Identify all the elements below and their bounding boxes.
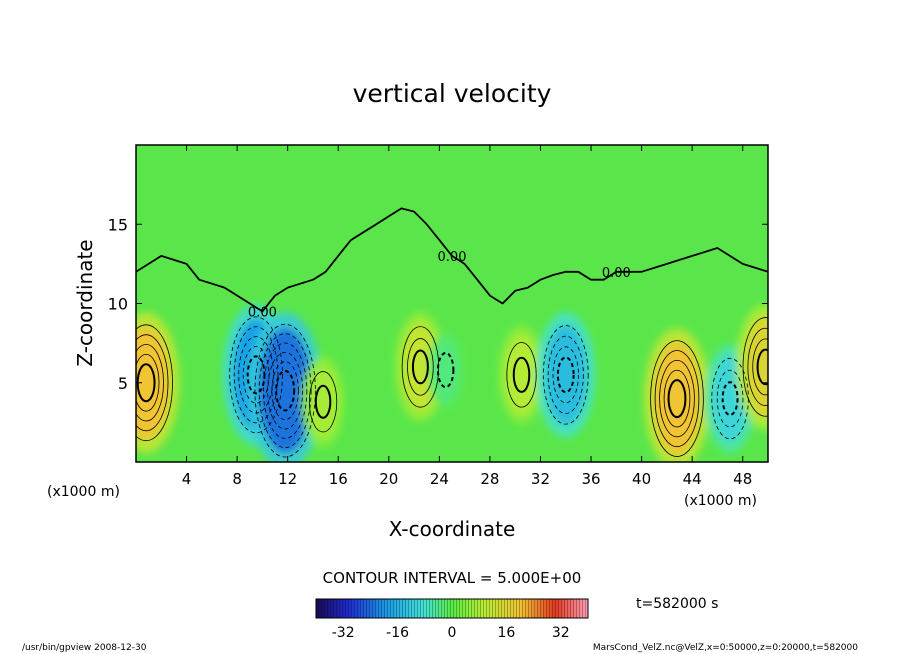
contour-ring — [275, 369, 296, 412]
y-ticks: 5 10 15 — [108, 215, 768, 393]
x-tick-label: 48 — [733, 470, 752, 488]
contour-ring — [752, 338, 768, 396]
extremum-core — [544, 324, 587, 425]
colorbar-tick-label: 32 — [552, 625, 570, 641]
contour-ring — [716, 369, 744, 428]
x-tick-label: 32 — [531, 470, 550, 488]
contour-ring — [512, 356, 531, 393]
contour-ring — [552, 346, 579, 404]
contour-ring — [547, 335, 584, 414]
x-axis-label: X-coordinate — [389, 517, 516, 541]
x-unit-right: (x1000 m) — [684, 493, 757, 509]
contour-ring — [308, 371, 338, 433]
x-tick-label: 28 — [480, 470, 499, 488]
contour-ring — [263, 342, 308, 439]
contour-ring — [254, 323, 316, 458]
time-label: t=582000 s — [636, 596, 718, 612]
contour-ring — [747, 327, 768, 406]
colorbar-tick-label: 16 — [497, 625, 515, 641]
y-tick-label: 15 — [108, 215, 128, 234]
contour-ring — [556, 356, 575, 394]
extremum-core — [136, 326, 170, 440]
contour-ring — [436, 351, 455, 389]
contour-ring — [411, 349, 429, 385]
extremum-core — [504, 335, 539, 415]
colorbar-tick-label: -16 — [386, 625, 409, 641]
contour-ring — [667, 379, 687, 419]
contour-ring — [506, 342, 537, 408]
contour-ring — [650, 340, 704, 457]
colorbar-ticks: -32 -16 0 16 32 — [332, 625, 570, 641]
contour-ring — [233, 326, 279, 424]
x-tick-label: 40 — [632, 470, 651, 488]
contour-value-label: 0.00 — [248, 305, 277, 320]
plot-area: 0.00 0.00 0.00 — [136, 145, 768, 462]
x-tick-label: 16 — [329, 470, 348, 488]
contour-ring — [654, 350, 700, 448]
colorbar: -32 -16 0 16 32 — [315, 598, 589, 641]
contour-ring — [267, 351, 304, 430]
contour-ring — [238, 336, 274, 414]
contour-zero-line — [136, 207, 768, 313]
contour-value-label: 0.00 — [602, 266, 631, 281]
colorbar-tick-label: 0 — [448, 625, 457, 641]
x-unit-left: (x1000 m) — [47, 484, 120, 500]
contour-ring — [721, 381, 739, 417]
contour-interval-label: CONTOUR INTERVAL = 5.000E+00 — [323, 569, 582, 587]
chart-title: vertical velocity — [353, 79, 552, 108]
contour-value-label: 0.00 — [438, 250, 467, 265]
contour-ring — [407, 338, 434, 396]
contour-ring — [663, 369, 691, 428]
contour-lines: 0.00 0.00 0.00 — [136, 207, 768, 458]
contour-ring — [271, 361, 299, 421]
y-tick-label: 10 — [108, 295, 128, 314]
extremum-core — [307, 364, 339, 439]
x-tick-label: 36 — [581, 470, 600, 488]
x-tick-label: 8 — [232, 470, 242, 488]
contour-ring — [742, 317, 768, 417]
footer-left: /usr/bin/gpview 2008-12-30 — [22, 643, 147, 653]
footer-right: MarsCond_VelZ.nc@VelZ,x=0:50000,z=0:2000… — [593, 643, 858, 653]
contour-ring — [314, 384, 332, 419]
contour-ring — [659, 359, 695, 438]
y-tick-label: 5 — [118, 374, 128, 393]
extremum-core — [653, 342, 701, 456]
contour-ring — [542, 325, 589, 425]
colorbar-frame — [315, 598, 589, 619]
contour-ring — [136, 324, 173, 442]
x-tick-label: 20 — [379, 470, 398, 488]
contour-ring — [229, 316, 283, 434]
x-tick-label: 12 — [278, 470, 297, 488]
x-tick-label: 4 — [182, 470, 192, 488]
y-axis-label: Z-coordinate — [73, 239, 97, 366]
extremum-core — [744, 316, 768, 417]
extremum-core — [402, 323, 439, 411]
x-tick-label: 44 — [683, 470, 702, 488]
contour-ring — [136, 344, 164, 422]
colorbar-stripes — [316, 599, 588, 618]
contour-ring — [136, 354, 160, 412]
extremum-core — [432, 339, 459, 401]
x-ticks: 4 8 12 16 20 24 28 32 36 40 44 48 — [182, 145, 752, 488]
contour-ring — [136, 334, 169, 432]
contour-ring — [756, 348, 768, 386]
x-tick-label: 24 — [430, 470, 449, 488]
colorbar-tick-label: -32 — [332, 625, 355, 641]
contour-ring — [258, 333, 312, 449]
